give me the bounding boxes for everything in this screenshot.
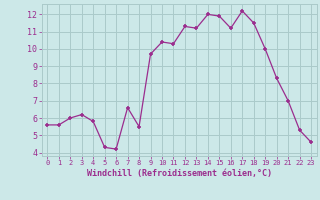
X-axis label: Windchill (Refroidissement éolien,°C): Windchill (Refroidissement éolien,°C) xyxy=(87,169,272,178)
